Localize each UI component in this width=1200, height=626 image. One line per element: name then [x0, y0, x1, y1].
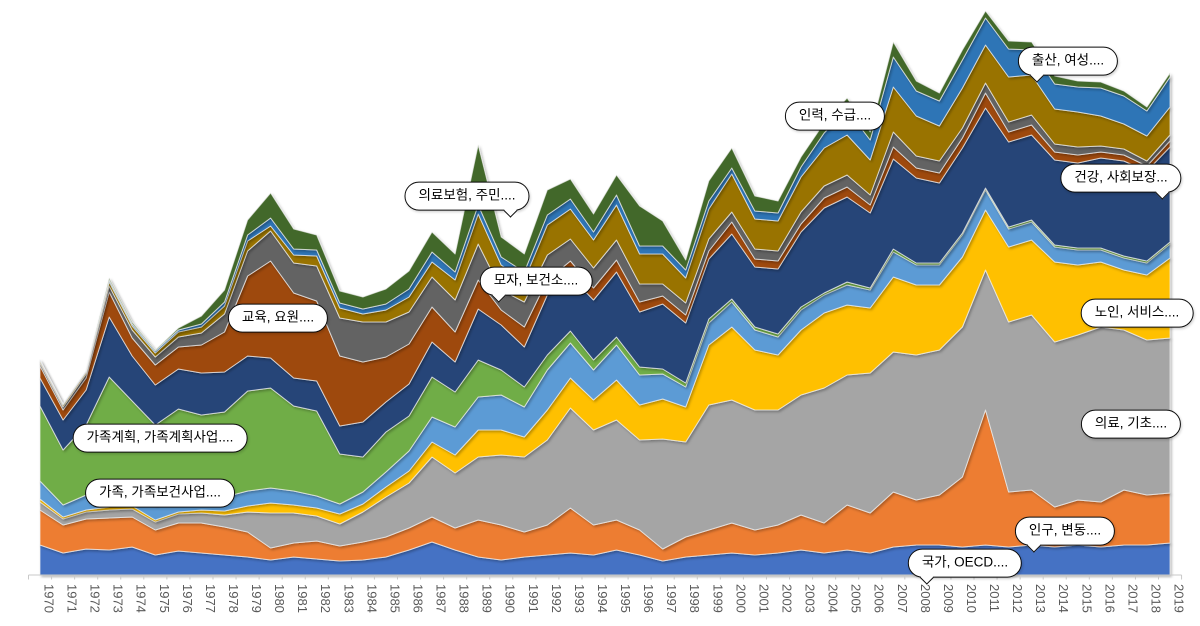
- x-axis-label-1994: 1994: [595, 584, 610, 613]
- x-axis-label-2001: 2001: [756, 584, 771, 613]
- x-axis-label-2019: 2019: [1171, 584, 1186, 613]
- x-axis-label-1982: 1982: [318, 584, 333, 613]
- x-axis-label-2014: 2014: [1056, 584, 1071, 613]
- x-axis: 1970 1971 1972 1973 1974 1975 1976 1977 1978 1979…: [28, 574, 1186, 613]
- x-axis-label-2016: 2016: [1102, 584, 1117, 613]
- x-axis-label-1980: 1980: [272, 584, 287, 613]
- x-axis-label-1976: 1976: [180, 584, 195, 613]
- callout-maternal-health-center: 모자, 보건소....: [479, 266, 593, 296]
- x-axis-label-1985: 1985: [387, 584, 402, 613]
- callout-medical-basic: 의료, 기초....: [1080, 409, 1182, 439]
- x-axis-label-2006: 2006: [872, 584, 887, 613]
- x-axis-label-1998: 1998: [687, 584, 702, 613]
- x-axis-label-1999: 1999: [710, 584, 725, 613]
- x-axis-label-2015: 2015: [1079, 584, 1094, 613]
- x-axis-label-2012: 2012: [1010, 584, 1025, 613]
- x-axis-label-1981: 1981: [295, 584, 310, 613]
- x-axis-label-1984: 1984: [364, 584, 379, 613]
- x-axis-label-2009: 2009: [941, 584, 956, 613]
- area-series-group: [39, 10, 1171, 576]
- x-axis-label-1978: 1978: [226, 584, 241, 613]
- x-axis-label-2011: 2011: [987, 584, 1002, 612]
- x-axis-label-1972: 1972: [88, 584, 103, 613]
- callout-health-insurance-residents: 의료보험, 주민....: [404, 181, 530, 211]
- x-axis-label-2002: 2002: [779, 584, 794, 613]
- x-axis-label-2013: 2013: [1033, 584, 1048, 613]
- x-axis-label-2008: 2008: [918, 584, 933, 613]
- x-axis-label-1971: 1971: [65, 584, 80, 613]
- x-axis-label-1987: 1987: [434, 584, 449, 613]
- x-axis-label-1986: 1986: [410, 584, 425, 613]
- callout-education-personnel: 교육, 요원....: [227, 303, 329, 333]
- x-axis-label-1970: 1970: [42, 584, 57, 613]
- callout-birth-women: 출산, 여성....: [1017, 46, 1119, 76]
- x-axis-label-1995: 1995: [618, 584, 633, 613]
- x-axis-label-2005: 2005: [849, 584, 864, 613]
- callout-workforce-supply: 인력, 수급....: [784, 101, 886, 131]
- x-axis-label-1991: 1991: [526, 584, 541, 613]
- x-axis-label-2017: 2017: [1125, 584, 1140, 613]
- x-axis-label-2018: 2018: [1148, 584, 1163, 613]
- x-axis-label-1997: 1997: [664, 584, 679, 613]
- x-axis-label-1996: 1996: [641, 584, 656, 613]
- x-axis-label-1973: 1973: [111, 584, 126, 613]
- x-axis-label-1975: 1975: [157, 584, 172, 613]
- x-axis-label-1993: 1993: [572, 584, 587, 613]
- x-axis-label-1988: 1988: [457, 584, 472, 613]
- x-axis-label-1990: 1990: [503, 584, 518, 613]
- x-axis-label-1974: 1974: [134, 584, 149, 613]
- callout-family-health-program: 가족, 가족보건사업....: [85, 478, 235, 508]
- callout-population-change: 인구, 변동....: [1014, 516, 1116, 546]
- x-axis-label-1992: 1992: [549, 584, 564, 613]
- callout-family-planning: 가족계획, 가족계획사업....: [72, 423, 248, 453]
- callout-elderly-services: 노인, 서비스....: [1080, 298, 1194, 328]
- x-axis-label-1979: 1979: [249, 584, 264, 613]
- callout-national-oecd: 국가, OECD....: [907, 548, 1023, 578]
- x-axis-label-2000: 2000: [733, 584, 748, 613]
- x-axis-label-2003: 2003: [803, 584, 818, 613]
- x-axis-label-2010: 2010: [964, 584, 979, 613]
- x-axis-label-1983: 1983: [341, 584, 356, 613]
- x-axis-label-2007: 2007: [895, 584, 910, 613]
- callout-health-social-security: 건강, 사회보장...: [1060, 163, 1182, 193]
- area-health-insurance-residents: [39, 10, 1171, 405]
- x-axis-label-1977: 1977: [203, 584, 218, 613]
- x-axis-label-1989: 1989: [480, 584, 495, 613]
- x-axis-label-2004: 2004: [826, 584, 841, 613]
